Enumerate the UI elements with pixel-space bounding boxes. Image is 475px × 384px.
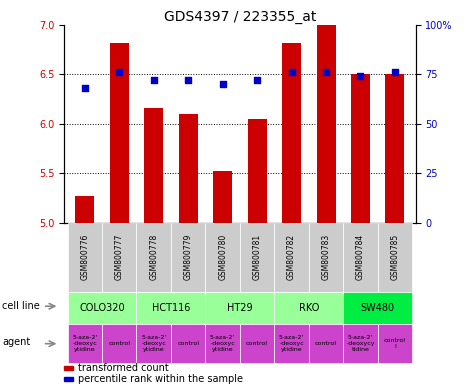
- Bar: [386, 74, 404, 223]
- Text: COLO320: COLO320: [79, 303, 125, 313]
- Text: 5-aza-2'
-deoxyc
ytidine: 5-aza-2' -deoxyc ytidine: [279, 335, 304, 352]
- Title: GDS4397 / 223355_at: GDS4397 / 223355_at: [164, 10, 316, 24]
- Text: HCT116: HCT116: [152, 303, 190, 313]
- Point: [357, 73, 364, 79]
- Point: [115, 70, 123, 76]
- Point: [150, 77, 158, 83]
- Bar: [205, 292, 275, 324]
- Bar: [76, 196, 94, 223]
- Bar: [67, 324, 102, 363]
- Bar: [275, 324, 309, 363]
- Text: control: control: [315, 341, 337, 346]
- Point: [219, 81, 227, 88]
- Text: 5-aza-2'
-deoxyc
ytidine: 5-aza-2' -deoxyc ytidine: [210, 335, 235, 352]
- Text: GSM800776: GSM800776: [80, 234, 89, 280]
- Point: [391, 70, 399, 76]
- Bar: [171, 223, 205, 292]
- Bar: [67, 223, 102, 292]
- Text: 5-aza-2'
-deoxyc
ytidine: 5-aza-2' -deoxyc ytidine: [72, 335, 97, 352]
- Bar: [378, 223, 412, 292]
- Bar: [309, 324, 343, 363]
- Text: control: control: [108, 341, 130, 346]
- Text: GSM800778: GSM800778: [149, 234, 158, 280]
- Bar: [102, 223, 136, 292]
- Bar: [275, 292, 343, 324]
- Text: control: control: [246, 341, 268, 346]
- Bar: [179, 114, 198, 223]
- Text: RKO: RKO: [299, 303, 319, 313]
- Bar: [67, 292, 136, 324]
- Bar: [144, 108, 163, 223]
- Text: 5-aza-2'
-deoxycy
tidine: 5-aza-2' -deoxycy tidine: [346, 335, 375, 352]
- Bar: [240, 223, 275, 292]
- Text: GSM800779: GSM800779: [184, 234, 193, 280]
- Bar: [240, 324, 275, 363]
- Bar: [102, 324, 136, 363]
- Text: percentile rank within the sample: percentile rank within the sample: [78, 374, 243, 384]
- Text: GSM800777: GSM800777: [115, 234, 124, 280]
- Bar: [343, 223, 378, 292]
- Text: GSM800780: GSM800780: [218, 234, 227, 280]
- Text: agent: agent: [2, 337, 30, 347]
- Point: [81, 85, 89, 91]
- Point: [184, 77, 192, 83]
- Text: HT29: HT29: [227, 303, 253, 313]
- Point: [322, 70, 330, 76]
- Text: control: control: [177, 341, 199, 346]
- Bar: [247, 119, 266, 223]
- Text: cell line: cell line: [2, 301, 40, 311]
- Bar: [205, 324, 240, 363]
- Bar: [316, 25, 335, 223]
- Text: GSM800785: GSM800785: [390, 234, 399, 280]
- Text: GSM800783: GSM800783: [322, 234, 331, 280]
- Text: control
l: control l: [384, 338, 406, 349]
- Bar: [136, 292, 205, 324]
- Text: GSM800784: GSM800784: [356, 234, 365, 280]
- Bar: [136, 223, 171, 292]
- Bar: [64, 377, 73, 381]
- Bar: [343, 324, 378, 363]
- Text: GSM800781: GSM800781: [253, 234, 262, 280]
- Text: SW480: SW480: [361, 303, 395, 313]
- Text: GSM800782: GSM800782: [287, 234, 296, 280]
- Bar: [64, 366, 73, 370]
- Text: 5-aza-2'
-deoxyc
ytidine: 5-aza-2' -deoxyc ytidine: [141, 335, 166, 352]
- Bar: [205, 223, 240, 292]
- Bar: [378, 324, 412, 363]
- Bar: [136, 324, 171, 363]
- Bar: [213, 171, 232, 223]
- Point: [253, 77, 261, 83]
- Bar: [343, 292, 412, 324]
- Point: [288, 70, 295, 76]
- Bar: [282, 43, 301, 223]
- Bar: [309, 223, 343, 292]
- Bar: [171, 324, 205, 363]
- Text: transformed count: transformed count: [78, 363, 169, 373]
- Bar: [351, 74, 370, 223]
- Bar: [110, 43, 129, 223]
- Bar: [275, 223, 309, 292]
